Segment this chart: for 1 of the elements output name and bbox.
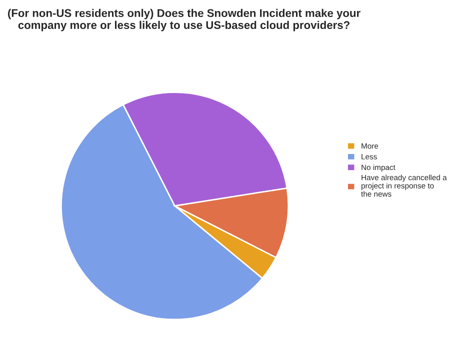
chart-title: (For non-US residents only) Does the Snowden Incident make your company more or less likely to use US-based cloud providers? (8, 8, 360, 32)
